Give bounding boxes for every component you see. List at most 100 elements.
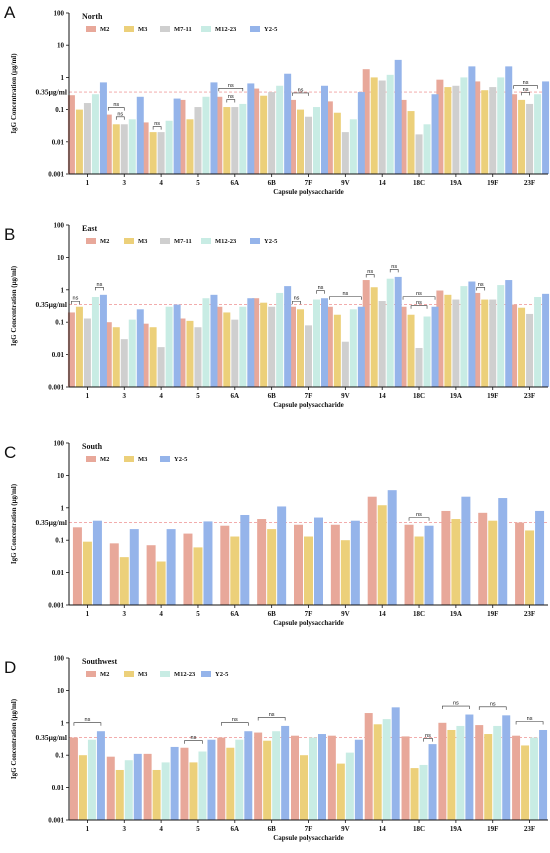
y-tick-label: 0.001 xyxy=(48,602,64,610)
threshold-label: 0.35μg/ml xyxy=(35,88,67,97)
legend-swatch xyxy=(201,238,211,244)
bar-m3-6a xyxy=(223,107,231,174)
x-tick-label: 1 xyxy=(86,825,90,833)
bar-y2-5-23f xyxy=(542,293,550,387)
bar-m2-1 xyxy=(67,312,75,387)
bar-m3-19a xyxy=(444,294,452,387)
legend-label: Y2-5 xyxy=(264,238,278,245)
significance-bracket xyxy=(402,296,436,300)
legend-swatch xyxy=(160,238,170,244)
bar-y2-5-3 xyxy=(136,96,144,174)
bar-m3-7f xyxy=(304,536,313,605)
bar-m2-19f xyxy=(473,81,481,174)
bar-m3-14 xyxy=(370,287,378,387)
x-tick-label: 6B xyxy=(268,825,277,833)
bar-m2-5 xyxy=(178,99,186,174)
legend-swatch xyxy=(201,26,211,32)
significance-bracket xyxy=(152,126,162,130)
legend-label: M2 xyxy=(100,456,109,463)
x-tick-label: 7F xyxy=(305,825,313,833)
bar-m3-9v xyxy=(340,540,350,605)
bar-m2-23f xyxy=(515,522,525,605)
bar-y2-5-14 xyxy=(387,490,397,605)
bar-m3-9v xyxy=(336,763,345,820)
bar-m2-4 xyxy=(141,323,149,387)
bar-y2-5-14 xyxy=(394,59,402,174)
ns-label: ns xyxy=(342,291,348,297)
bar-m3-3 xyxy=(112,124,120,174)
bar-m3-4 xyxy=(152,769,161,820)
significance-bracket xyxy=(71,300,80,305)
bar-m3-9v xyxy=(333,112,341,174)
bar-y2-5-18c xyxy=(428,744,437,820)
bar-m7-11-7f xyxy=(305,116,312,174)
x-tick-label: 19F xyxy=(487,179,498,187)
bar-y2-5-6a xyxy=(247,83,255,174)
x-tick-label: 6A xyxy=(231,610,240,618)
bar-m3-3 xyxy=(119,557,129,605)
ns-label: ns xyxy=(318,285,324,291)
bar-m12-23-18c xyxy=(419,764,428,820)
significance-bracket xyxy=(316,290,325,294)
legend-label: M3 xyxy=(138,238,148,245)
bar-m3-18c xyxy=(410,768,419,820)
bar-m12-23-7f xyxy=(309,737,317,820)
bar-m2-5 xyxy=(183,533,193,605)
y-tick-label: 0.001 xyxy=(48,171,64,179)
legend-swatch xyxy=(250,238,260,244)
y-tick-label: 0.01 xyxy=(52,784,65,792)
y-tick-label: 10 xyxy=(57,687,65,695)
ns-label: ns xyxy=(416,291,422,297)
bar-m3-1 xyxy=(75,109,83,174)
panel-letter: D xyxy=(4,658,16,677)
legend-label: M7-11 xyxy=(174,238,192,245)
bar-m2-9v xyxy=(325,101,333,174)
bar-y2-5-9v xyxy=(357,92,365,174)
bar-m12-23-6a xyxy=(235,739,244,820)
legend-label: M12-23 xyxy=(215,238,237,245)
bar-m12-23-3 xyxy=(124,760,133,820)
bar-m7-11-14 xyxy=(378,80,386,174)
bar-y2-5-6a xyxy=(247,298,255,387)
bar-m12-23-18c xyxy=(423,124,431,174)
bar-m3-3 xyxy=(112,327,120,387)
legend-label: M3 xyxy=(138,456,148,463)
x-tick-label: 19F xyxy=(487,610,498,618)
ns-label: ns xyxy=(97,282,103,288)
legend-swatch xyxy=(86,238,96,244)
bar-m3-1 xyxy=(82,541,92,605)
y-axis-title: IgG Concentration (μg/ml) xyxy=(10,265,18,346)
significance-bracket xyxy=(73,722,102,726)
ns-label: ns xyxy=(228,83,234,89)
ns-label: ns xyxy=(113,102,119,108)
significance-bracket xyxy=(221,722,249,726)
ns-label: ns xyxy=(453,701,459,707)
bar-y2-5-19a xyxy=(468,66,476,174)
bar-m3-23f xyxy=(518,307,526,387)
bar-y2-5-9v xyxy=(350,520,360,605)
bar-y2-5-19f xyxy=(502,715,511,820)
x-tick-label: 4 xyxy=(159,392,163,400)
bar-m2-18c xyxy=(399,99,407,174)
significance-bracket xyxy=(95,287,104,291)
y-axis-title: IgG Concentration (μg/ml) xyxy=(10,698,18,779)
x-tick-label: 9V xyxy=(341,825,350,833)
x-tick-label: 23F xyxy=(524,392,535,400)
x-tick-label: 3 xyxy=(123,825,127,833)
x-tick-label: 1 xyxy=(86,610,90,618)
x-tick-label: 1 xyxy=(86,392,90,400)
bar-y2-5-6b xyxy=(281,725,290,820)
legend-swatch xyxy=(160,456,170,462)
bar-m2-1 xyxy=(67,95,75,174)
y-tick-label: 1 xyxy=(61,286,65,294)
x-tick-label: 3 xyxy=(123,392,127,400)
bar-m7-11-9v xyxy=(341,132,349,174)
x-axis-title: Capsule polysaccharide xyxy=(273,188,344,196)
x-tick-label: 6A xyxy=(231,179,240,187)
bar-m3-5 xyxy=(189,762,198,820)
legend-swatch xyxy=(160,26,170,32)
significance-bracket xyxy=(184,740,203,744)
bar-m12-23-4 xyxy=(165,120,173,174)
ns-label: ns xyxy=(191,735,197,741)
bar-y2-5-9v xyxy=(354,739,363,820)
